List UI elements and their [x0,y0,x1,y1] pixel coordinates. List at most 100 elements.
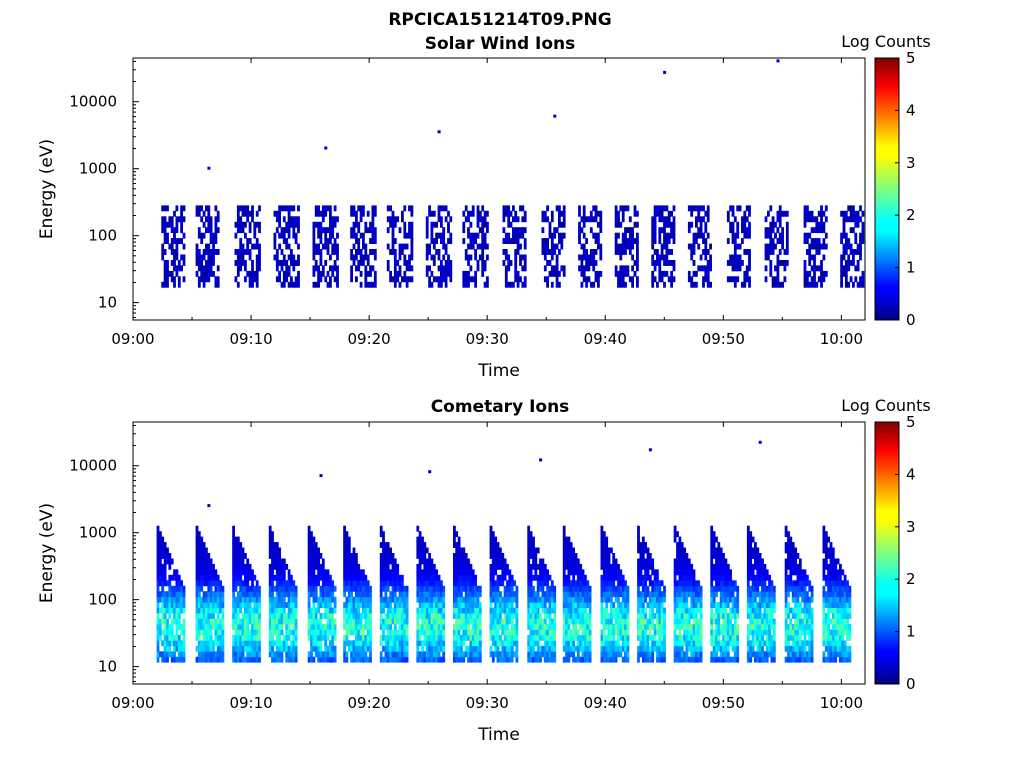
spectrogram-cell [393,634,397,641]
spectrogram-cell [156,580,160,587]
spectrogram-cell [389,629,392,636]
spectrogram-cell [369,270,372,277]
spectrogram-cell [699,634,703,641]
spectrogram-cell [319,591,323,598]
spectrogram-cell [702,232,705,239]
spectrogram-cell [294,232,298,239]
spectrogram-cell [543,656,547,663]
spectrogram-cell [280,613,284,619]
spectrogram-cell [491,596,495,603]
spectrogram-cell [658,634,662,641]
spectrogram-cell [268,624,272,630]
spectrogram-cell [584,607,587,614]
spectrogram-cell [280,265,284,272]
spectrogram-cell [389,602,392,608]
spectrogram-cell [241,260,245,266]
spectrogram-cell [163,281,167,288]
spectrogram-cell [457,651,461,658]
spectrogram-cell [275,265,279,272]
spectrogram-cell [244,585,247,592]
spectrogram-cell [214,227,218,234]
y-tick-label: 1000 [79,160,117,178]
spectrogram-cell [663,243,666,250]
spectrogram-cell [200,618,204,625]
spectrogram-cell [614,656,618,663]
spectrogram-cell [574,634,578,641]
spectrogram-cell [329,254,332,261]
spectrogram-cell [455,618,459,625]
spectrogram-cell [418,591,422,598]
spectrogram-cell [503,645,507,652]
spectrogram-cell [478,618,482,625]
spectrogram-cell [656,596,659,603]
spectrogram-cell [680,553,684,559]
spectrogram-cell [314,651,318,658]
spectrogram-cell [168,596,172,603]
spectrogram-cell [690,254,694,261]
spectrogram-cell [314,281,318,288]
spectrogram-cell [396,645,400,652]
spectrogram-cell [287,243,291,250]
spectrogram-cell [619,265,623,272]
spectrogram-cell [767,254,770,261]
spectrogram-cell [163,563,167,570]
spectrogram-cell [658,591,662,598]
spectrogram-cell [166,281,169,288]
spectrogram-cell [232,547,235,554]
spectrogram-cell [783,249,787,255]
spectrogram-cell [546,243,549,250]
spectrogram-cell [428,634,431,641]
spectrogram-cell [695,656,698,663]
spectrogram-cell [244,591,247,598]
spectrogram-cell [462,276,466,283]
spectrogram-cell [695,580,698,587]
spectrogram-cell [403,645,407,652]
spectrogram-cell [329,227,332,234]
spectrogram-cell [494,596,498,603]
spectrogram-cell [173,210,176,217]
spectrogram-cell [393,585,397,592]
spectrogram-cell [515,634,519,641]
spectrogram-cell [255,624,259,630]
spectrogram-cell [386,602,390,608]
spectrogram-cell [430,624,434,630]
spectrogram-cell [631,281,634,288]
spectrogram-cell [639,651,643,658]
spectrogram-cell [285,591,289,598]
spectrogram-cell [543,591,547,598]
spectrogram-cell [290,276,293,283]
spectrogram-cell [197,547,201,554]
spectrogram-cell [824,205,828,212]
spectrogram-cell [817,227,821,234]
spectrogram-cell [442,265,446,272]
spectrogram-cell [695,607,698,614]
spectrogram-cell [202,574,206,581]
spectrogram-cell [359,249,363,255]
spectrogram-cell [428,618,431,625]
spectrogram-cell [312,640,316,647]
spectrogram-cell [271,536,274,543]
spectrogram-cell [290,585,293,592]
spectrogram-cell [401,624,404,630]
spectrogram-cell [471,574,475,581]
spectrogram-cell [437,580,441,587]
spectrogram-cell [170,651,174,658]
spectrogram-cell [241,569,245,576]
spectrogram-cell [175,634,179,641]
spectrogram-cell [532,618,535,625]
spectrogram-cell [442,205,446,212]
spectrogram-cell [767,232,770,239]
spectrogram-cell [683,547,686,554]
spectrogram-cell [246,613,250,619]
spectrogram-cell [660,276,664,283]
spectrogram-cell [806,281,809,288]
spectrogram-cell [359,640,363,647]
spectrogram-cell [271,585,274,592]
spectrogram-cell [307,536,311,543]
spectrogram-cell [653,585,657,592]
spectrogram-cell [605,558,609,565]
spectrogram-cell [273,656,277,663]
spectrogram-cell [697,651,701,658]
spectrogram-cell [496,563,500,570]
spectrogram-cell [854,238,858,244]
